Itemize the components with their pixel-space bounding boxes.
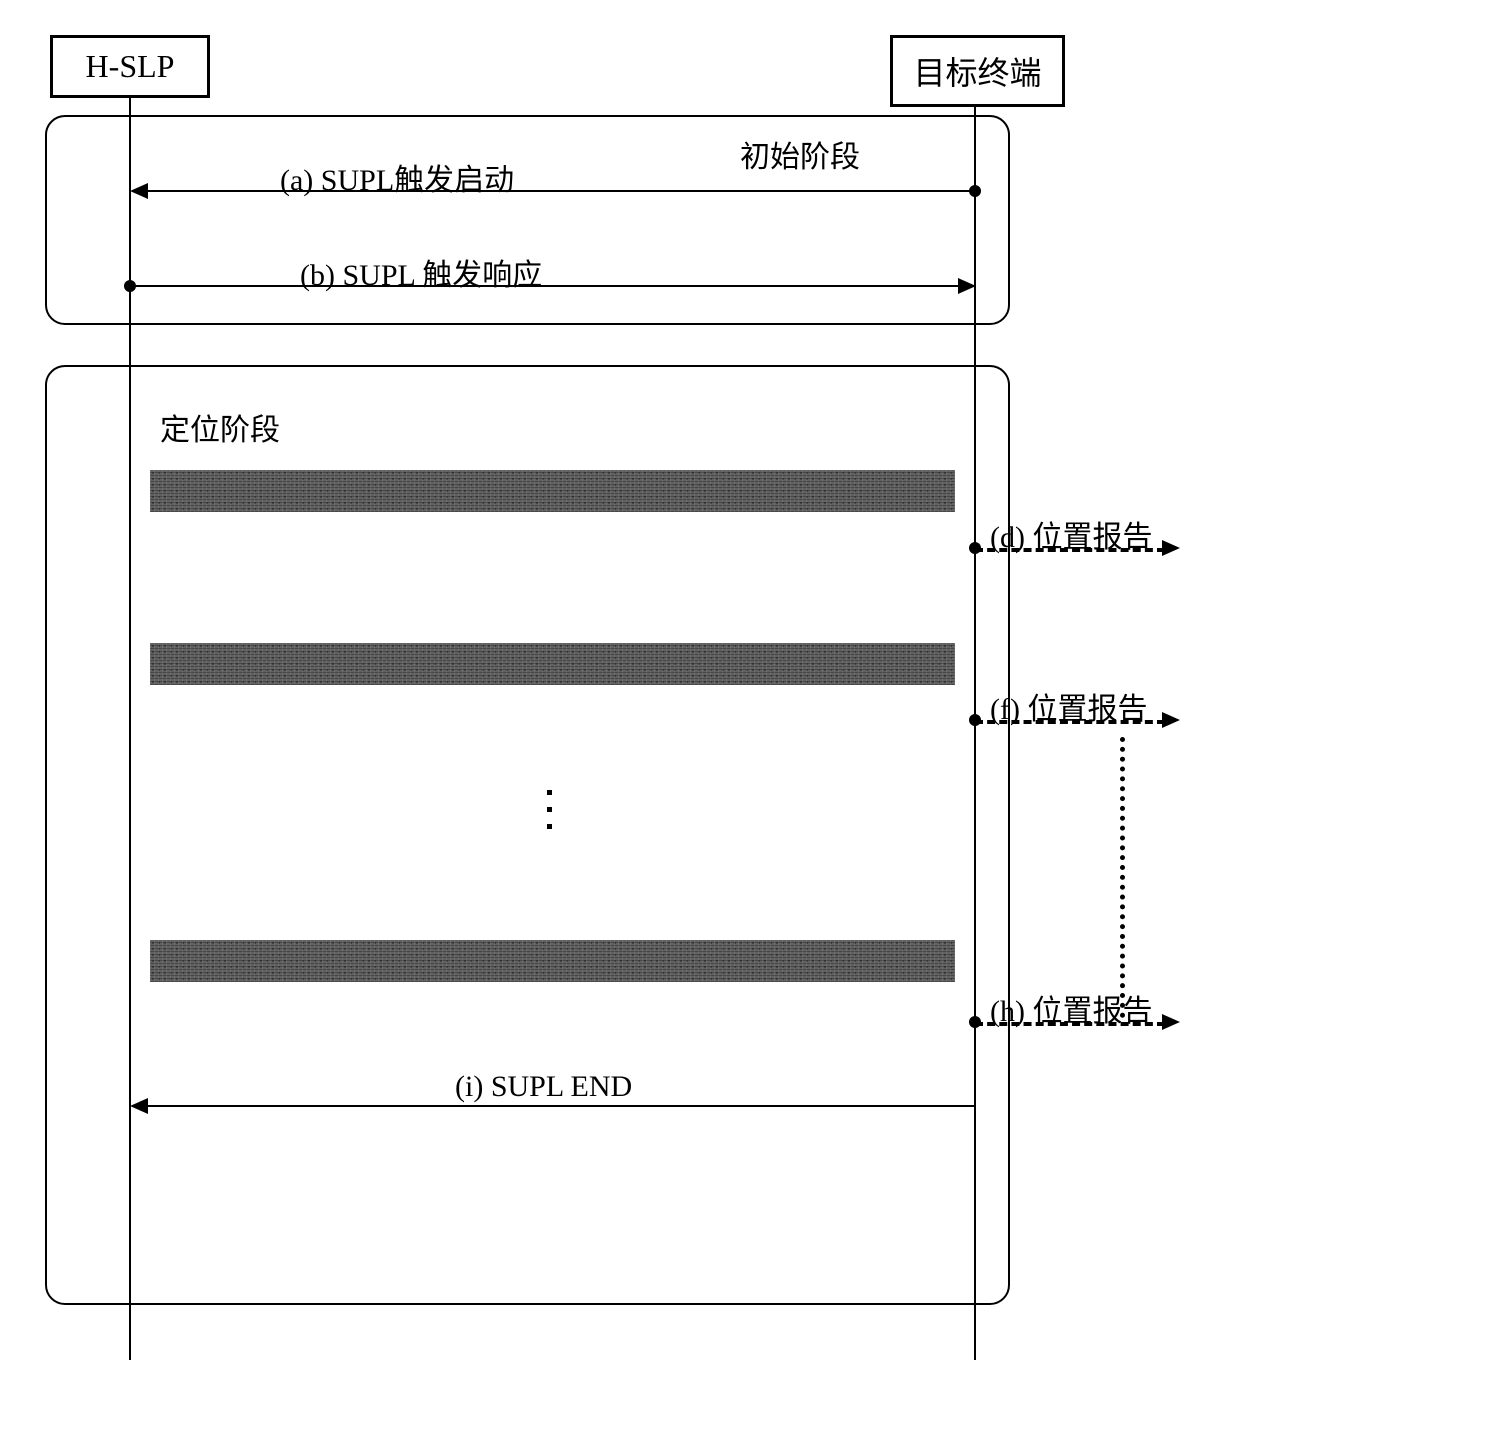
msg-a-arrow bbox=[130, 183, 148, 199]
report-d-label: (d) 位置报告 bbox=[990, 512, 1152, 556]
phase1-label: 初始阶段 bbox=[740, 132, 860, 176]
ellipsis-icon bbox=[547, 778, 552, 841]
msg-b-arrow bbox=[958, 278, 976, 294]
sequence-diagram: H-SLP 目标终端 初始阶段 (a) SUPL触发启动 (b) SUPL 触发… bbox=[20, 20, 1180, 1370]
report-f-arrow bbox=[1162, 712, 1180, 728]
msg-i-arrow bbox=[130, 1098, 148, 1114]
dotted-vertical bbox=[1120, 737, 1125, 1018]
report-f-dot bbox=[969, 714, 981, 726]
report-d-arrow bbox=[1162, 540, 1180, 556]
report-h-label: (h) 位置报告 bbox=[990, 986, 1152, 1030]
msg-a-line bbox=[132, 190, 975, 192]
msg-b-label: (b) SUPL 触发响应 bbox=[300, 250, 542, 294]
msg-a-label: (a) SUPL触发启动 bbox=[280, 155, 514, 199]
msg-a-dot bbox=[969, 185, 981, 197]
report-h-dot bbox=[969, 1016, 981, 1028]
report-f-label: (f) 位置报告 bbox=[990, 684, 1147, 728]
msg-b-line bbox=[130, 285, 973, 287]
actor-right-label: 目标终端 bbox=[913, 55, 1041, 91]
report-h-arrow bbox=[1162, 1014, 1180, 1030]
gray-bar-1 bbox=[150, 470, 955, 512]
msg-i-line bbox=[132, 1105, 975, 1107]
msg-b-dot bbox=[124, 280, 136, 292]
report-d-dot bbox=[969, 542, 981, 554]
phase2-label: 定位阶段 bbox=[160, 405, 280, 449]
msg-i-label: (i) SUPL END bbox=[455, 1070, 632, 1104]
actor-left-label: H-SLP bbox=[86, 48, 175, 84]
actor-right-box: 目标终端 bbox=[890, 35, 1065, 107]
gray-bar-3 bbox=[150, 940, 955, 982]
gray-bar-2 bbox=[150, 643, 955, 685]
actor-left-box: H-SLP bbox=[50, 35, 210, 98]
